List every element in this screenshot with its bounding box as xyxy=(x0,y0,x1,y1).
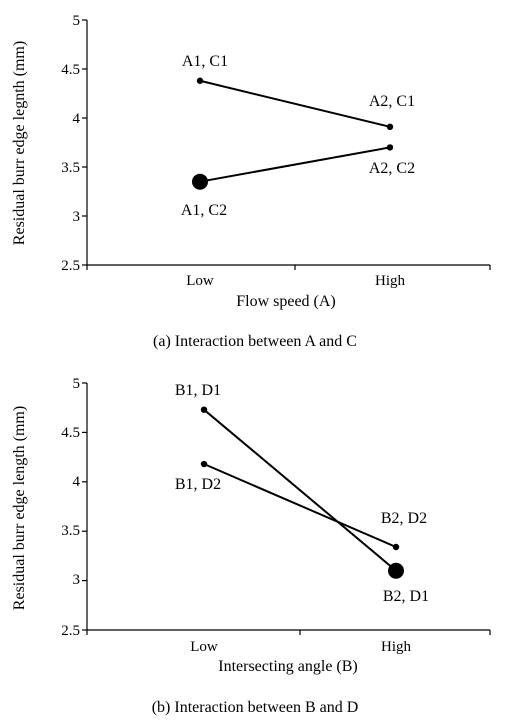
chart-a-point-label-a2-c1: A2, C1 xyxy=(369,93,415,110)
chart-b-x-axis-title: Intersecting angle (B) xyxy=(218,658,358,675)
chart-a: 5 4.5 4 3.5 3 2.5 Low High Flow speed (A… xyxy=(11,13,491,350)
chart-b-point-label-b1-d2: B1, D2 xyxy=(175,476,221,493)
chart-b-y-axis-title: Residual burr edge length (mm) xyxy=(11,406,28,610)
chart-a-ytick-label: 4.5 xyxy=(61,62,80,78)
chart-b-caption: (b) Interaction between B and D xyxy=(152,699,359,716)
chart-b-y-ticks xyxy=(82,382,87,631)
chart-a-caption: (a) Interaction between A and C xyxy=(153,333,357,350)
chart-a-ytick-label: 3 xyxy=(73,209,81,225)
chart-a-point-label-a1-c2: A1, C2 xyxy=(181,202,227,219)
chart-b-point-s1-low xyxy=(200,406,208,413)
chart-a-markers xyxy=(192,77,394,190)
chart-a-x-ticks xyxy=(86,265,491,270)
chart-b-ytick-label: 4.5 xyxy=(61,425,80,441)
chart-b-x-ticks xyxy=(86,630,491,635)
chart-a-series-lines xyxy=(199,79,391,183)
chart-a-xtick-label: High xyxy=(375,273,406,289)
chart-a-point-s2-low xyxy=(192,173,208,190)
chart-b-point-s1-high xyxy=(388,562,404,579)
chart-b-ytick-label: 4 xyxy=(73,474,81,490)
chart-b-markers xyxy=(200,406,404,579)
chart-b-series-lines xyxy=(203,408,397,572)
chart-a-xtick-label: Low xyxy=(186,273,214,289)
chart-b-ytick-label: 3.5 xyxy=(61,523,80,539)
chart-a-point-s1-low xyxy=(196,77,204,84)
chart-a-series-line-2 xyxy=(199,146,391,183)
chart-b-xtick-label: Low xyxy=(190,639,218,655)
chart-b-point-s2-high xyxy=(392,543,400,551)
chart-b-point-label-b2-d2: B2, D2 xyxy=(381,510,427,527)
chart-b-point-s2-low xyxy=(200,460,208,468)
chart-a-ytick-label: 4 xyxy=(73,111,81,127)
chart-b-ytick-label: 5 xyxy=(73,376,81,392)
chart-b-series-line-2 xyxy=(203,463,397,548)
chart-b-ytick-label: 3 xyxy=(73,572,81,588)
chart-a-point-s2-high xyxy=(386,144,394,151)
chart-b-series-line-1 xyxy=(203,408,397,572)
chart-a-point-s1-high xyxy=(386,123,394,131)
chart-a-y-axis-title: Residual burr edge legnth (mm) xyxy=(11,41,28,245)
chart-a-ytick-label: 3.5 xyxy=(61,160,80,176)
chart-b-xtick-label: High xyxy=(381,639,412,655)
chart-b-point-label-b2-d1: B2, D1 xyxy=(383,588,429,605)
chart-b-ytick-label: 2.5 xyxy=(61,623,80,639)
chart-a-y-ticks xyxy=(82,19,87,266)
chart-a-ytick-label: 5 xyxy=(73,13,81,29)
chart-b: 5 4.5 4 3.5 3 2.5 Low High Intersecting … xyxy=(11,376,491,716)
chart-b-point-label-b1-d1: B1, D1 xyxy=(175,382,221,399)
chart-a-point-label-a1-c1: A1, C1 xyxy=(182,53,228,70)
chart-a-point-label-a2-c2: A2, C2 xyxy=(369,160,415,177)
chart-a-ytick-label: 2.5 xyxy=(61,258,80,274)
chart-a-x-axis-title: Flow speed (A) xyxy=(236,293,336,310)
chart-a-series-line-1 xyxy=(199,79,391,128)
